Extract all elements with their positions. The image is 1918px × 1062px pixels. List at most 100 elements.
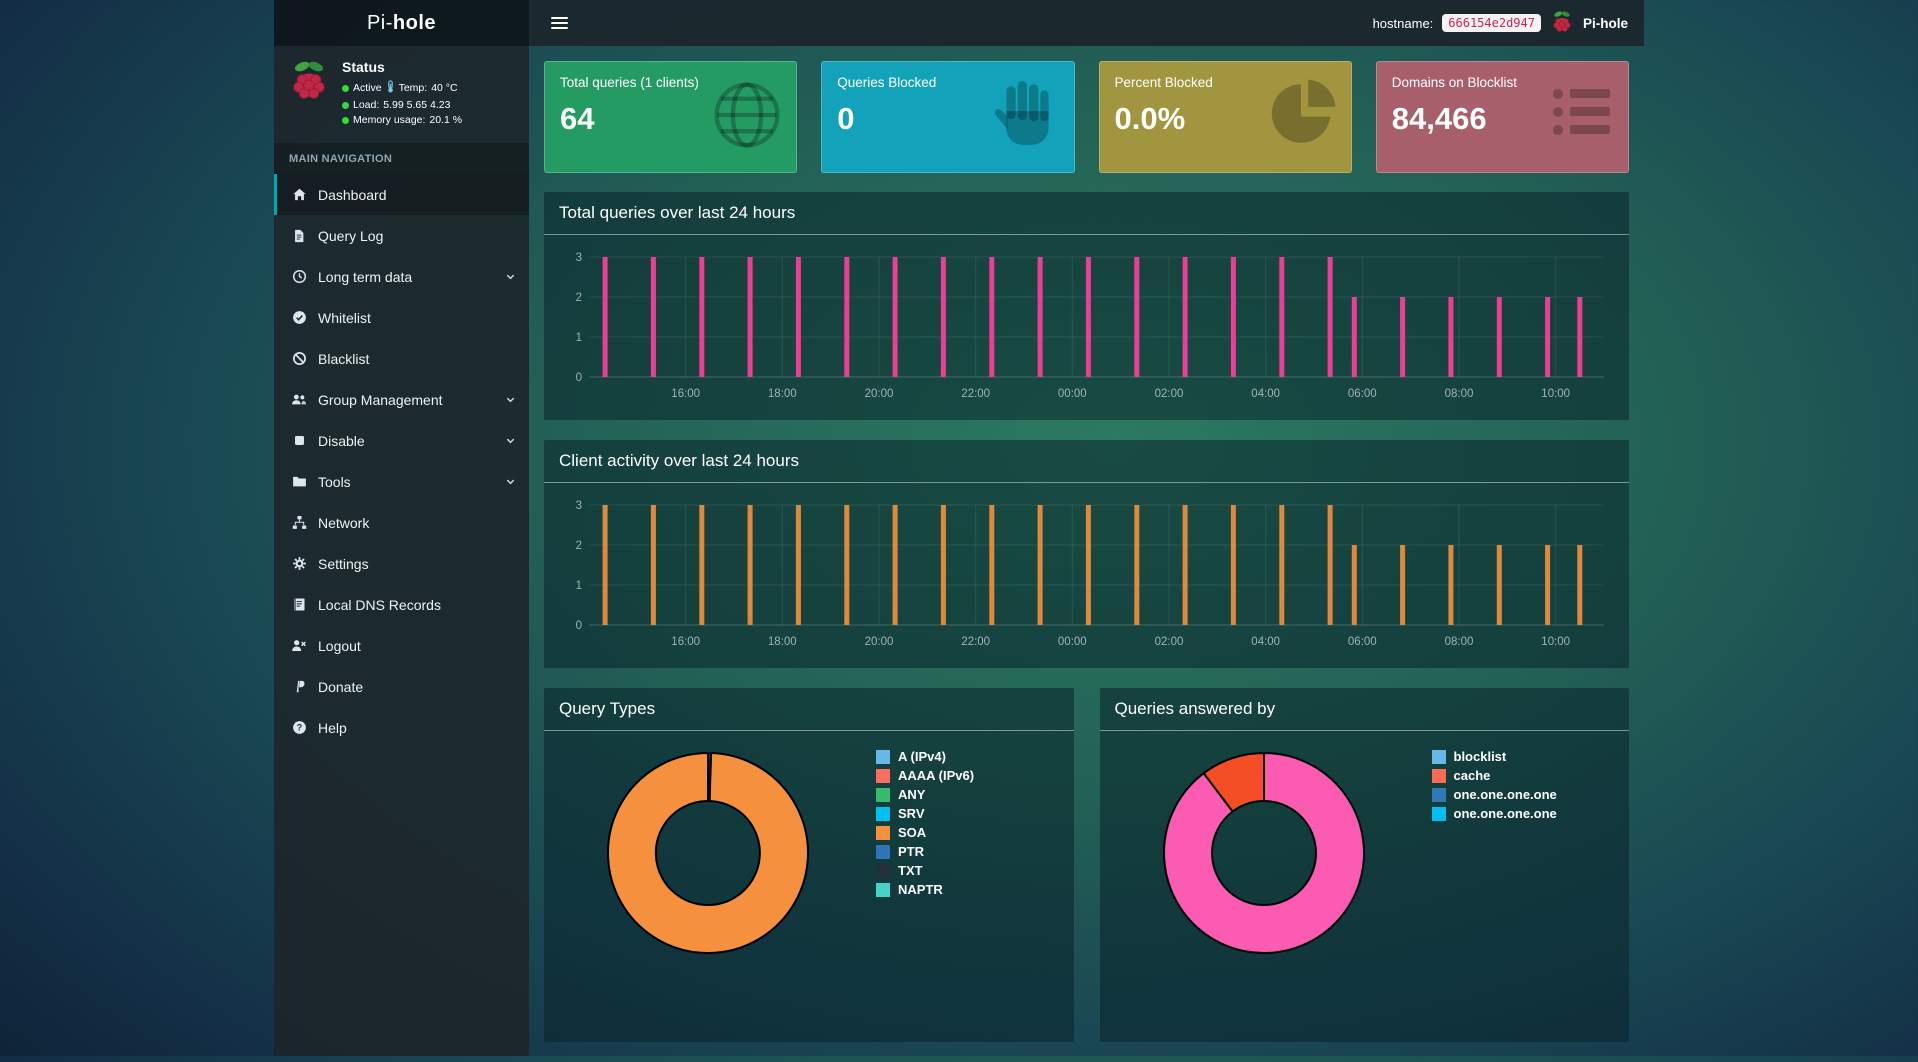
legend-item[interactable]: SRV (876, 806, 974, 821)
svg-text:08:00: 08:00 (1445, 636, 1474, 648)
panel-title: Queries answered by (1114, 699, 1276, 718)
status-active-line: Active Temp: 40 °C (342, 80, 462, 96)
stat-card-total-queries-1-clients: Total queries (1 clients) 64 (544, 61, 798, 173)
donut-chart-svg (1162, 751, 1365, 954)
pie-icon (1267, 76, 1341, 155)
legend-item[interactable]: A (IPv4) (876, 749, 974, 764)
sidebar-item-help[interactable]: ? Help (274, 707, 529, 748)
card-title: Total queries (1 clients) (560, 75, 699, 90)
check-circle-icon (289, 310, 309, 325)
card-value: 0 (837, 101, 855, 136)
load-value: 5.99 5.65 4.23 (383, 99, 451, 111)
legend-label: SRV (898, 806, 925, 821)
legend-swatch (1431, 787, 1446, 802)
paypal-icon (289, 679, 309, 694)
legend-item[interactable]: blocklist (1431, 749, 1557, 764)
status-load-line: Load: 5.99 5.65 4.23 (342, 99, 462, 111)
sidebar-item-whitelist[interactable]: Whitelist (274, 297, 529, 338)
legend-item[interactable]: cache (1431, 768, 1557, 783)
stat-card-percent-blocked: Percent Blocked 0.0% (1098, 61, 1352, 173)
svg-text:20:00: 20:00 (865, 636, 894, 648)
svg-text:16:00: 16:00 (671, 388, 700, 400)
answered-by-panel: Queries answered by blocklist cache one.on… (1099, 688, 1629, 1042)
legend-item[interactable]: NAPTR (876, 882, 974, 897)
sidebar-item-local-dns-records[interactable]: Local DNS Records (274, 584, 529, 625)
chevron-down-icon (505, 476, 516, 487)
sidebar-item-query-log[interactable]: Query Log (274, 215, 529, 256)
pihole-logo-icon (287, 59, 331, 108)
sidebar-item-disable[interactable]: Disable (274, 420, 529, 461)
answered-by-legend: blocklist cache one.one.one.one one.one.one… (1431, 749, 1557, 825)
svg-text:10:00: 10:00 (1541, 636, 1570, 648)
ban-icon (289, 351, 309, 366)
panel-header: Client activity over last 24 hours (544, 440, 1629, 483)
legend-item[interactable]: ANY (876, 787, 974, 802)
status-panel: Status Active Temp: 40 °C Load: 5.99 5.6… (274, 46, 529, 143)
legend-item[interactable]: SOA (876, 825, 974, 840)
globe-icon (708, 76, 786, 159)
panel-header: Queries answered by (1099, 688, 1629, 731)
app-window: Pi-hole hostname: 666154e2d947 Pi-hole S… (274, 0, 1644, 1056)
account-menu[interactable]: Pi-hole (1582, 15, 1628, 31)
legend-item[interactable]: PTR (876, 844, 974, 859)
sidebar-item-label: Disable (318, 432, 365, 449)
legend-label: one.one.one.one (1453, 806, 1557, 821)
gears-icon (289, 556, 309, 571)
legend-swatch (876, 882, 890, 897)
sidebar-item-network[interactable]: Network (274, 502, 529, 543)
svg-text:00:00: 00:00 (1058, 388, 1087, 400)
svg-text:2: 2 (576, 540, 582, 552)
sidebar-item-long-term-data[interactable]: Long term data (274, 256, 529, 297)
legend-swatch (1431, 806, 1446, 821)
sidebar-item-dashboard[interactable]: Dashboard (274, 174, 529, 215)
svg-text:06:00: 06:00 (1348, 388, 1377, 400)
panel-title: Client activity over last 24 hours (559, 451, 799, 470)
file-icon (289, 229, 309, 243)
legend-item[interactable]: AAAA (IPv6) (876, 768, 974, 783)
query-types-legend: A (IPv4) AAAA (IPv6) ANY SRV SOA PTR TXT NAPTR (876, 749, 974, 901)
legend-item[interactable]: one.one.one.one (1431, 806, 1557, 821)
legend-swatch (1431, 768, 1446, 783)
svg-text:04:00: 04:00 (1251, 636, 1280, 648)
sidebar-item-settings[interactable]: Settings (274, 543, 529, 584)
brand-logo[interactable]: Pi-hole (274, 0, 529, 46)
legend-label: SOA (898, 825, 927, 840)
legend-item[interactable]: one.one.one.one (1431, 787, 1557, 802)
legend-label: blocklist (1453, 749, 1507, 764)
legend-swatch (876, 844, 890, 859)
sidebar-item-label: Help (318, 719, 347, 736)
status-dot (342, 84, 349, 92)
main-content: Total queries (1 clients) 64 Queries Block… (529, 46, 1644, 1062)
svg-text:00:00: 00:00 (1058, 636, 1087, 648)
sidebar-item-tools[interactable]: Tools (274, 461, 529, 502)
stat-cards-row: Total queries (1 clients) 64 Queries Block… (544, 61, 1629, 173)
sidebar-item-label: Dashboard (318, 186, 387, 203)
svg-text:1: 1 (576, 580, 582, 592)
svg-text:2: 2 (576, 292, 582, 304)
panel-header: Total queries over last 24 hours (544, 192, 1629, 235)
legend-swatch (876, 749, 890, 764)
svg-text:16:00: 16:00 (671, 636, 700, 648)
svg-text:22:00: 22:00 (961, 636, 990, 648)
sidebar-item-group-management[interactable]: Group Management (274, 379, 529, 420)
panel-header: Query Types (544, 688, 1074, 731)
stat-card-domains-on-blocklist: Domains on Blocklist 84,466 (1375, 61, 1629, 173)
legend-swatch (1431, 749, 1446, 764)
thermometer-icon (386, 80, 395, 96)
sidebar-item-blacklist[interactable]: Blacklist (274, 338, 529, 379)
legend-item[interactable]: TXT (876, 863, 974, 878)
svg-text:0: 0 (576, 372, 582, 384)
legend-swatch (876, 863, 890, 878)
brand-logo-light: Pi- (366, 11, 393, 34)
client-activity-panel: Client activity over last 24 hours 16:00… (544, 440, 1629, 668)
svg-text:02:00: 02:00 (1155, 388, 1184, 400)
hand-icon (990, 76, 1064, 155)
sidebar-item-logout[interactable]: Logout (274, 625, 529, 666)
sidebar-toggle-button[interactable] (545, 11, 574, 35)
sidebar-item-donate[interactable]: Donate (274, 666, 529, 707)
bar-chart-svg: 16:00 18:00 20:00 22:00 00:00 02:00 04:00 06:00… (576, 252, 1604, 400)
donut-chart-svg (606, 751, 809, 954)
panel-title: Query Types (559, 699, 656, 718)
load-label: Load: (353, 99, 380, 111)
card-value: 84,466 (1391, 101, 1487, 136)
